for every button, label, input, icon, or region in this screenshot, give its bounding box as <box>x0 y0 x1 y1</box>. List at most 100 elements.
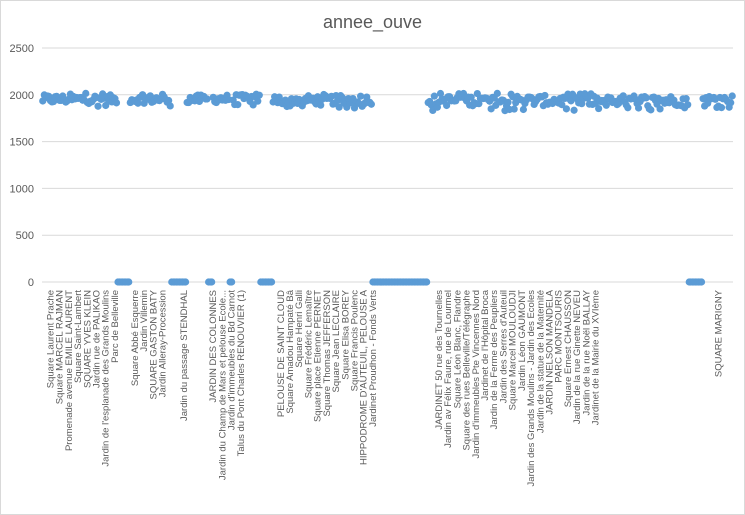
x-tick-label: Square Laurent Prache <box>45 290 56 388</box>
x-tick-label: Jardinet de l'Hôpital Broca <box>480 289 491 400</box>
data-point <box>443 101 451 110</box>
x-tick-label: Jardin de la rue Ginette NEVEU <box>572 290 583 424</box>
data-point <box>682 95 690 103</box>
data-point <box>367 100 375 108</box>
data-point <box>697 278 706 286</box>
data-point <box>363 93 371 101</box>
data-point <box>254 97 262 105</box>
x-tick-label: JARDINET 50 rue des Tournelles <box>434 290 445 430</box>
data-point <box>112 99 121 107</box>
x-tick-label: Square Henri Galli <box>294 290 305 368</box>
x-tick-label: Jardinet de la Mairie du XVIème <box>591 290 602 425</box>
data-point <box>562 105 570 113</box>
data-point <box>728 92 736 100</box>
x-tick-label: Square place Etienne PERNET <box>313 290 324 422</box>
x-tick-label: Square des rues Belleville/Télégraphe <box>462 290 473 451</box>
y-tick-label: 2500 <box>10 43 34 55</box>
y-tick-label: 1000 <box>10 183 34 195</box>
data-point <box>595 104 603 113</box>
x-tick-label: Jardin d'immeubles Pte Vincennes Nord <box>471 290 482 459</box>
data-point <box>317 101 325 109</box>
x-tick-label: Parc de Belleville <box>110 290 121 363</box>
data-point <box>267 278 276 286</box>
data-point <box>134 99 142 107</box>
data-point <box>619 92 627 100</box>
x-tick-label: Square Thomas JEFFERSON <box>322 290 333 417</box>
x-tick-label: Square Abbé Esquerre <box>130 290 141 386</box>
x-tick-label: Square MARCEL RAJMAN <box>55 290 66 404</box>
data-point <box>228 278 236 286</box>
x-tick-label: PARC MONTSOURIS <box>554 290 565 383</box>
data-point <box>504 98 512 106</box>
data-point <box>656 105 664 113</box>
data-point <box>335 103 343 111</box>
data-point <box>166 102 174 110</box>
x-tick-label: Jardin av Félix Faure, rue de Lourmel <box>443 290 454 448</box>
data-point <box>125 278 133 286</box>
x-tick-label: Square Ernest CHAUSSON <box>563 290 574 407</box>
x-tick-label: Jardin Villemin <box>139 290 150 352</box>
x-tick-label: PELOUSE DE SAINT CLOUD <box>276 290 287 417</box>
data-point <box>541 91 549 100</box>
data-point <box>684 101 692 109</box>
data-point <box>430 92 438 100</box>
x-tick-label: Jardin de la statue de la Maternité <box>535 290 546 433</box>
x-tick-label: Square Jean LECLAIRE <box>331 290 342 392</box>
data-point <box>624 104 632 112</box>
x-tick-label: Square Saint-Lambert <box>73 290 84 383</box>
data-point <box>642 94 650 102</box>
x-tick-label: Jardin de la Ferme des Peupliers <box>489 290 500 430</box>
x-tick-label: SQUARE MARIGNY <box>713 289 724 377</box>
data-point <box>165 96 173 105</box>
data-point <box>493 89 501 97</box>
x-tick-label: Jardin du passage STENDHAL <box>179 290 190 421</box>
data-point <box>602 101 610 109</box>
data-point <box>203 95 211 103</box>
y-tick-label: 1500 <box>10 137 34 149</box>
x-tick-label: Square Léon Blanc, Flandre <box>452 290 463 408</box>
x-tick-label: Jardin des Grands Moulins - Jardin des E… <box>526 290 537 487</box>
x-tick-label: JARDIN NELSON MANDELA <box>545 289 556 414</box>
x-tick-label: Jardin d'immeubles du Bd Carnot <box>227 290 238 431</box>
data-point <box>255 91 263 99</box>
x-tick-label: Jardin Léon GAUMONT <box>517 290 528 391</box>
data-point <box>717 104 726 112</box>
x-tick-label: Jardin des Serres d'Auteuil <box>498 290 509 403</box>
data-point <box>94 102 102 110</box>
data-point <box>647 106 655 114</box>
y-tick-label: 500 <box>16 230 34 242</box>
data-point <box>357 92 365 100</box>
x-tick-label: Jardinet Proudhon - Fonds Verts <box>368 290 379 427</box>
data-point <box>181 278 190 286</box>
x-tick-label: Square Elisa BOREY <box>340 289 351 379</box>
x-tick-label: Jardin de l'esplanade des Grands Moulins <box>101 290 112 467</box>
x-tick-label: JARDIN DES COLONNES <box>208 290 219 402</box>
y-tick-label: 2000 <box>10 90 34 102</box>
x-tick-label: Square Amadou Hampaté Bâ <box>285 289 296 413</box>
data-point <box>82 89 90 97</box>
data-point <box>208 278 216 286</box>
data-point <box>634 104 643 112</box>
x-tick-label: HIPPODROME D'AUTEUIL, PELOUSE A <box>359 289 370 465</box>
x-tick-label: Square Frédéric Lemaître <box>303 290 314 398</box>
data-point <box>234 101 242 109</box>
y-tick-label: 0 <box>28 277 34 289</box>
data-point <box>510 105 518 113</box>
chart-title: annee_ouve <box>322 12 423 32</box>
x-tick-label: Square Francis Poulenc <box>349 290 360 392</box>
data-point <box>467 93 475 101</box>
x-tick-label: SQUARE GASTON BATY <box>148 289 159 399</box>
data-point <box>570 106 578 114</box>
x-tick-label: Talus du Pont Charles RENOUVIER (1) <box>236 290 247 456</box>
data-point <box>423 278 431 286</box>
x-tick-label: Jardin du Champ de Mars et pelouse Ecole… <box>217 290 228 480</box>
x-tick-label: Square Marcel MOULOUDJI <box>508 290 519 410</box>
x-tick-label: Jardin rue de PALIKAO <box>92 290 103 388</box>
data-point <box>436 89 445 98</box>
x-tick-label: Promenade avenue EMILE LAURENT <box>64 290 75 451</box>
data-point <box>727 99 735 107</box>
data-point <box>558 101 566 109</box>
x-tick-label: Jardin de la rue Noël BALLAY <box>581 289 592 415</box>
